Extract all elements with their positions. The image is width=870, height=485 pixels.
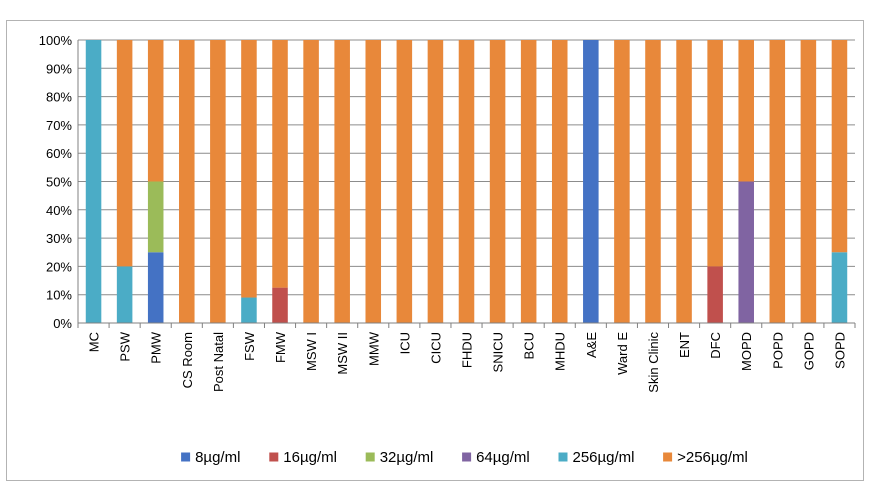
x-tick-label: PSW <box>118 331 133 361</box>
bar-segment <box>583 40 599 323</box>
bar-segment <box>831 40 848 253</box>
y-tick-label: 0% <box>53 316 72 331</box>
bar-segment <box>303 40 319 323</box>
axes <box>77 40 856 328</box>
y-tick-labels: 0% 10% 20% 30% 40% 50% 60% 70% 80% 90% 100% <box>39 33 73 331</box>
legend-swatch <box>365 452 375 462</box>
y-tick-label: 90% <box>46 61 72 76</box>
x-tick-label: MSW II <box>335 332 350 375</box>
legend-label: 8µg/ml <box>195 449 240 466</box>
bar-segment <box>489 40 506 323</box>
y-tick-label: 30% <box>46 231 72 246</box>
y-tick-label: 10% <box>46 288 72 303</box>
bar-segment <box>520 40 537 323</box>
y-tick-label: 60% <box>46 146 72 161</box>
x-tick-label: POPD <box>770 332 785 369</box>
bar-segment <box>334 40 350 323</box>
bar-segment <box>147 181 164 253</box>
bar-segment <box>738 181 754 323</box>
x-tick-label: ICU <box>397 332 412 354</box>
bar-segment <box>365 40 382 323</box>
y-tick-label: 70% <box>46 118 72 133</box>
x-tick-label: Post Natal <box>211 332 226 392</box>
legend-label: >256µg/ml <box>677 449 748 466</box>
bar-segment <box>458 40 475 323</box>
bar-segment <box>241 40 257 298</box>
legend-swatch <box>663 452 673 462</box>
bar-segment <box>85 40 102 323</box>
x-tick-label: MMW <box>366 331 381 366</box>
bar-segment <box>116 266 133 323</box>
x-tick-label: SOPD <box>832 332 847 369</box>
bar-segment <box>427 40 444 323</box>
x-tick-label: FHDU <box>460 332 475 368</box>
legend-swatch <box>269 452 279 462</box>
legend-swatch <box>462 452 472 462</box>
x-tick-label: ENT <box>677 332 692 358</box>
x-tick-label: PMW <box>149 331 164 364</box>
bar-segment <box>272 40 288 288</box>
bar-segment <box>738 40 754 182</box>
bar-segment <box>831 252 848 323</box>
bar-segment <box>147 40 164 182</box>
x-tick-label: MHDU <box>553 332 568 371</box>
y-tick-label: 80% <box>46 90 72 105</box>
bar-segment <box>769 40 786 323</box>
x-tick-label: MOPD <box>739 332 754 371</box>
bar-segment <box>800 40 817 323</box>
bar-segment <box>147 252 164 323</box>
x-tick-label: SNICU <box>491 332 506 372</box>
bar-segment <box>676 40 692 323</box>
bar-segment <box>396 40 413 323</box>
x-tick-label: GOPD <box>801 332 816 370</box>
x-tick-label: BCU <box>522 332 537 359</box>
x-tick-label: A&E <box>584 332 599 358</box>
legend-label: 16µg/ml <box>283 449 337 466</box>
bar-segment <box>707 266 723 323</box>
legend-label: 32µg/ml <box>380 449 434 466</box>
bar-segment <box>241 297 257 323</box>
bar-segment <box>179 40 195 323</box>
y-tick-label: 50% <box>46 175 72 190</box>
y-tick-label: 100% <box>39 33 73 48</box>
bar-segment <box>614 40 630 323</box>
x-tick-label: Ward E <box>615 332 630 375</box>
y-tick-label: 40% <box>46 203 72 218</box>
legend-swatch <box>558 452 568 462</box>
x-tick-label: FMW <box>273 331 288 363</box>
bar-segment <box>116 40 133 267</box>
x-tick-label: DFC <box>708 332 723 359</box>
bar-segment <box>210 40 226 323</box>
bar-segment <box>707 40 723 267</box>
bar-segment <box>272 287 288 323</box>
x-tick-label: MC <box>87 332 102 352</box>
legend: 8µg/ml 16µg/ml 32µg/ml 64µg/ml 256µg/ml >256µ… <box>181 449 748 466</box>
x-tick-label: MSW I <box>304 332 319 371</box>
y-tick-label: 20% <box>46 259 72 274</box>
legend-label: 64µg/ml <box>476 449 530 466</box>
x-tick-label: FSW <box>242 331 257 361</box>
bars <box>85 40 848 323</box>
x-tick-labels: MC PSW PMW CS Room Post Natal FSW FMW MSW I MSW … <box>87 331 848 392</box>
legend-swatch <box>181 452 191 462</box>
bar-segment <box>645 40 661 323</box>
legend-label: 256µg/ml <box>573 449 635 466</box>
bar-segment <box>551 40 568 323</box>
x-tick-label: CICU <box>428 332 443 364</box>
x-tick-label: Skin Clinic <box>646 332 661 393</box>
x-tick-label: CS Room <box>180 332 195 388</box>
